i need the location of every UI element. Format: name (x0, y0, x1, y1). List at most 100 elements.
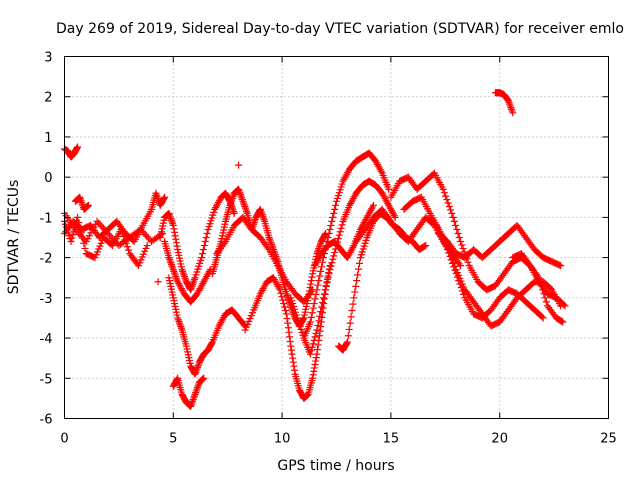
data-point (242, 206, 250, 214)
data-point (537, 282, 545, 290)
data-point (327, 221, 335, 229)
data-point (188, 399, 196, 407)
data-point (141, 231, 149, 239)
data-point (174, 316, 182, 324)
data-point (74, 143, 82, 151)
data-point (508, 105, 516, 113)
y-tick-label: -2 (40, 252, 53, 267)
data-point (317, 308, 325, 316)
data-point (307, 313, 315, 321)
data-point (448, 255, 456, 263)
data-point (458, 241, 466, 249)
data-point (280, 300, 288, 308)
data-point (237, 192, 245, 200)
data-point (308, 343, 316, 351)
data-point (310, 336, 318, 344)
data-point (192, 369, 200, 377)
data-point (314, 281, 322, 289)
chart-title: Day 269 of 2019, Sidereal Day-to-day VTE… (56, 21, 624, 37)
data-point (123, 243, 131, 251)
series-track-3 (61, 213, 151, 270)
data-point (464, 258, 472, 266)
data-point (176, 321, 184, 329)
data-point (453, 225, 461, 233)
data-point (169, 220, 177, 228)
series-track-8 (154, 278, 162, 286)
data-point (192, 367, 200, 375)
data-point (194, 382, 202, 390)
data-point (284, 319, 292, 327)
data-point (229, 193, 237, 201)
data-point (315, 243, 323, 251)
data-point (356, 259, 364, 267)
data-point (154, 278, 162, 286)
data-point (267, 239, 275, 247)
data-point (191, 390, 199, 398)
data-point (240, 199, 248, 207)
data-point (311, 295, 319, 303)
data-point (504, 97, 512, 105)
data-point (538, 313, 546, 321)
data-point (442, 192, 450, 200)
data-point (355, 265, 363, 273)
data-point (369, 201, 377, 209)
series-track-6 (156, 189, 238, 294)
data-point (192, 389, 200, 397)
data-point (76, 224, 84, 232)
data-point (310, 300, 318, 308)
data-point (278, 293, 286, 301)
data-point (312, 290, 320, 298)
data-point (560, 301, 568, 309)
data-point (118, 229, 126, 237)
data-point (107, 233, 115, 241)
data-point (291, 366, 299, 374)
data-point (98, 223, 106, 231)
series-track-15 (287, 149, 393, 342)
data-point (152, 189, 160, 197)
data-point (167, 216, 175, 224)
data-point (335, 231, 343, 239)
data-point (275, 284, 283, 292)
data-point (226, 201, 234, 209)
data-point (173, 242, 181, 250)
data-point (316, 272, 324, 280)
data-point (353, 277, 361, 285)
data-point (279, 296, 287, 304)
data-point (440, 189, 448, 197)
data-point (122, 239, 130, 247)
data-point (328, 217, 336, 225)
data-point (239, 197, 247, 205)
data-point (120, 232, 128, 240)
data-point (160, 194, 168, 202)
data-point (169, 266, 177, 274)
data-point (168, 262, 176, 270)
data-point (143, 242, 151, 250)
data-point (314, 346, 322, 354)
data-point (319, 294, 327, 302)
data-point (289, 354, 297, 362)
data-series (61, 89, 569, 410)
y-tick-label: -4 (40, 332, 53, 347)
data-point (288, 350, 296, 358)
data-point (99, 224, 107, 232)
data-point (310, 367, 318, 375)
data-point (508, 107, 516, 115)
data-point (282, 306, 290, 314)
data-point (329, 255, 337, 263)
series-track-10 (169, 374, 208, 410)
data-point (312, 329, 320, 337)
data-point (422, 242, 430, 250)
data-point (320, 290, 328, 298)
data-point (309, 374, 317, 382)
data-point (172, 239, 180, 247)
data-point (102, 228, 110, 236)
data-point (189, 397, 197, 405)
series-track-22 (426, 213, 565, 330)
data-point (166, 211, 174, 219)
data-point (287, 346, 295, 354)
data-point (282, 310, 290, 318)
data-point (390, 212, 398, 220)
data-point (96, 221, 104, 229)
data-point (346, 319, 354, 327)
data-point (171, 228, 179, 236)
